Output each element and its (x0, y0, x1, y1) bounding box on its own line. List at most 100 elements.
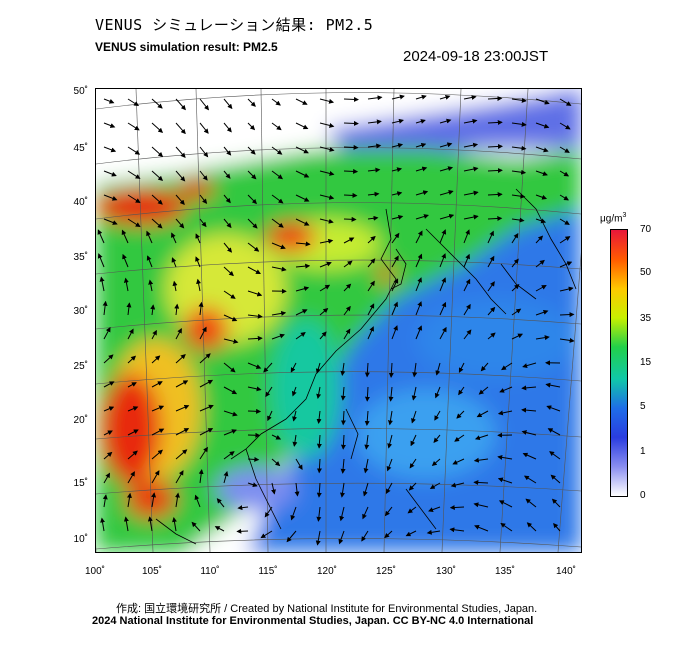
wind-arrow (199, 218, 207, 228)
colorbar (610, 229, 628, 497)
wind-arrow (521, 407, 537, 413)
wind-arrow (474, 524, 489, 532)
credit-en: 2024 National Institute for Environmenta… (92, 615, 534, 627)
wind-arrow (497, 477, 513, 484)
wind-arrow (559, 170, 570, 177)
wind-arrow (151, 470, 160, 484)
wind-arrow (195, 256, 201, 268)
wind-arrow (223, 194, 231, 204)
wind-arrow (458, 386, 465, 396)
colorbar-unit: μg/m3 (600, 212, 627, 225)
wind-arrow (478, 386, 489, 395)
wind-arrow (547, 428, 561, 436)
wind-arrow (316, 386, 322, 399)
wind-arrow (408, 482, 417, 491)
wind-arrow (434, 386, 441, 399)
wind-arrow (319, 331, 327, 340)
wind-arrow (550, 474, 561, 484)
wind-arrow (103, 430, 113, 436)
wind-arrow (171, 232, 177, 244)
wind-arrow (103, 146, 117, 153)
wind-arrow (271, 266, 287, 272)
wind-arrow (559, 146, 570, 153)
wind-arrow (449, 527, 465, 533)
wind-arrow (439, 229, 447, 244)
wind-arrow (315, 530, 321, 546)
wind-arrow (175, 122, 186, 135)
wind-arrow (487, 306, 496, 316)
wind-arrow (343, 96, 359, 102)
wind-arrow (175, 170, 186, 182)
wind-arrow (367, 280, 375, 292)
wind-arrow (319, 307, 329, 316)
wind-arrow (271, 458, 281, 467)
wind-arrow (449, 504, 465, 510)
wind-arrow (295, 332, 306, 340)
wind-arrow (415, 230, 423, 244)
wind-arrow (452, 458, 465, 465)
wind-arrow (103, 326, 111, 340)
wind-arrow (199, 428, 214, 436)
wind-arrow (450, 482, 465, 488)
lat-label: 15˚ (73, 478, 88, 489)
wind-arrow (199, 170, 208, 181)
wind-arrow (367, 326, 374, 340)
wind-arrow (385, 482, 393, 494)
wind-arrow (415, 277, 422, 292)
wind-arrow (175, 470, 184, 484)
wind-arrow (151, 449, 163, 460)
wind-arrow (214, 526, 225, 532)
wind-arrow (97, 253, 105, 268)
wind-arrow (175, 428, 190, 436)
wind-arrow (340, 434, 346, 450)
wind-arrow (316, 482, 322, 498)
wind-arrow (367, 167, 381, 173)
wind-arrow (386, 458, 393, 472)
wind-arrow (223, 362, 236, 373)
wind-arrow (511, 258, 519, 268)
wind-arrow (511, 217, 525, 223)
wind-arrow (487, 96, 503, 102)
wind-arrow (237, 505, 249, 511)
wind-arrow (487, 255, 495, 268)
wind-arrow (411, 410, 417, 424)
wind-arrow (127, 382, 137, 388)
wind-arrow (511, 193, 526, 199)
title-jp: VENUS シミュレーション結果: PM2.5 (95, 16, 374, 34)
lat-label: 45˚ (73, 143, 88, 154)
wind-arrow (549, 451, 561, 460)
wind-arrow (391, 255, 399, 268)
wind-arrow (340, 458, 346, 474)
wind-arrow (340, 482, 345, 498)
wind-arrow (439, 190, 454, 196)
wind-arrow (367, 258, 376, 268)
wind-arrow (415, 166, 428, 172)
wind-arrow (343, 328, 351, 340)
wind-arrow (426, 529, 441, 535)
wind-arrow (271, 242, 286, 250)
wind-arrow (151, 218, 163, 229)
colorbar-tick: 70 (640, 224, 652, 235)
wind-arrow (171, 257, 177, 268)
wind-arrow (150, 304, 156, 316)
wind-arrow (264, 506, 273, 518)
wind-arrow (415, 214, 429, 220)
wind-arrow (127, 170, 141, 179)
wind-arrow (195, 233, 201, 244)
wind-arrow (435, 362, 441, 376)
wind-arrow (127, 450, 138, 460)
wind-arrow (480, 362, 489, 372)
wind-arrow (415, 190, 429, 196)
wind-arrow (535, 218, 547, 224)
wind-arrow (522, 362, 537, 369)
wind-arrow (172, 280, 178, 292)
wind-arrow (271, 482, 276, 495)
wind-arrow (535, 194, 548, 200)
timestamp: 2024-09-18 23:00JST (403, 48, 549, 65)
wind-arrow (290, 362, 297, 373)
wind-arrow (439, 94, 451, 100)
wind-arrow (295, 146, 309, 154)
wind-arrow (127, 218, 141, 228)
wind-arrow (559, 218, 570, 225)
wind-arrow (223, 290, 236, 299)
